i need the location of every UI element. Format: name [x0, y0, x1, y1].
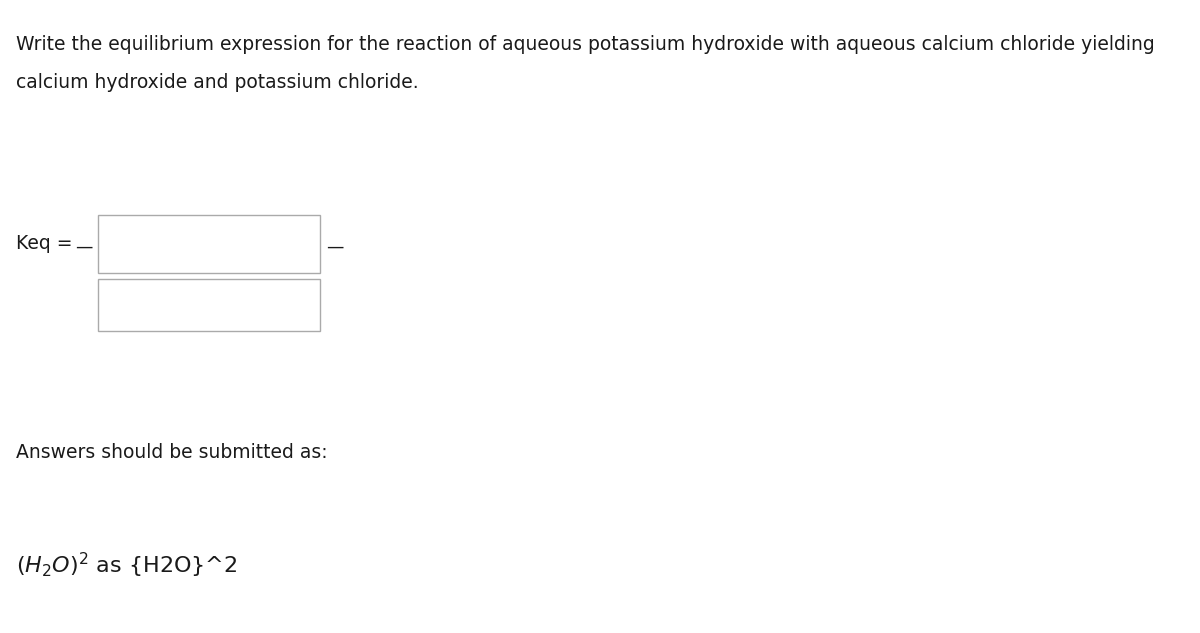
Text: Answers should be submitted as:: Answers should be submitted as:: [16, 443, 328, 462]
FancyBboxPatch shape: [98, 215, 320, 273]
Text: Write the equilibrium expression for the reaction of aqueous potassium hydroxide: Write the equilibrium expression for the…: [16, 35, 1154, 54]
Text: calcium hydroxide and potassium chloride.: calcium hydroxide and potassium chloride…: [16, 73, 419, 92]
FancyBboxPatch shape: [98, 279, 320, 331]
Text: —: —: [326, 238, 343, 256]
Text: $(H_2O)^2$ as {H2O}^2: $(H_2O)^2$ as {H2O}^2: [16, 551, 238, 580]
Text: Keq =: Keq =: [16, 234, 78, 253]
Text: —: —: [76, 238, 92, 256]
